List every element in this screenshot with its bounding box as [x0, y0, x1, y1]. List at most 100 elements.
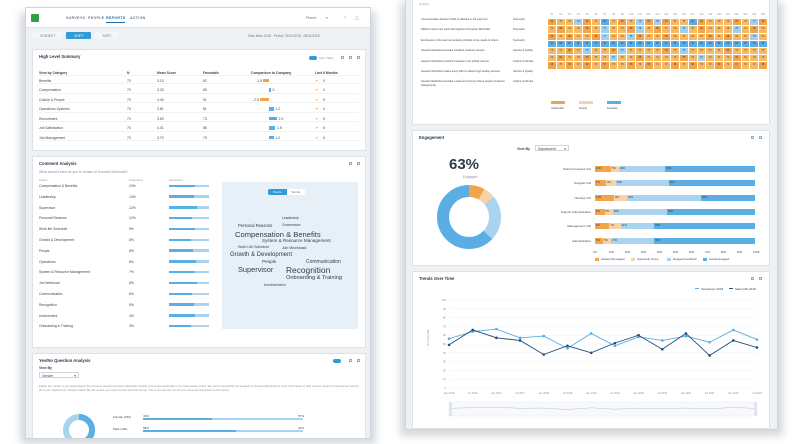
tab-shift[interactable]: SHIFT: [66, 32, 92, 39]
heatmap-cell[interactable]: 70: [555, 61, 566, 70]
cloud-word[interactable]: Supervisor: [238, 265, 274, 274]
heatmap-cell[interactable]: 70: [696, 32, 707, 41]
table-row[interactable]: Culture & People 70 4.40 91 -2.5 ▼ 5: [39, 96, 359, 103]
heatmap-cell[interactable]: 66: [547, 61, 557, 70]
heatmap-cell[interactable]: 76: [678, 25, 689, 34]
heatmap-cell[interactable]: 66: [564, 32, 575, 41]
heatmap-cell[interactable]: 71: [547, 25, 557, 34]
cloud-word[interactable]: System & Resource Management: [262, 238, 331, 243]
heatmap-cell[interactable]: 72: [564, 18, 575, 27]
heatmap-cell[interactable]: 71: [590, 18, 601, 27]
heatmap-cell[interactable]: 66: [670, 61, 680, 70]
data-point[interactable]: [447, 337, 451, 341]
heatmap-cell[interactable]: 73: [617, 25, 628, 34]
heatmap-cell[interactable]: 70: [661, 54, 672, 63]
heatmap-cell[interactable]: 85: [705, 39, 716, 48]
heatmap-cell[interactable]: 73: [590, 54, 601, 63]
heatmap-cell[interactable]: 73: [670, 54, 680, 63]
heatmap-cell[interactable]: 74: [564, 25, 575, 34]
view-toggle[interactable]: [333, 359, 341, 363]
topic-name[interactable]: Compensation & Benefits: [39, 184, 78, 188]
heatmap-cell[interactable]: 70: [608, 25, 619, 34]
heatmap-cell[interactable]: 68: [564, 46, 575, 56]
download-icon[interactable]: [341, 56, 344, 59]
heatmap-cell[interactable]: 69: [714, 61, 724, 70]
heatmap-cell[interactable]: 70: [740, 32, 751, 41]
heatmap-cell[interactable]: 74: [608, 18, 619, 27]
heatmap-cell[interactable]: 70: [617, 54, 628, 63]
topic-name[interactable]: Work life Schedule: [39, 227, 68, 232]
heatmap-cell[interactable]: 74: [643, 46, 654, 56]
heatmap-cell[interactable]: 70: [696, 61, 707, 70]
heatmap-cell[interactable]: 70: [573, 25, 584, 34]
topic-name[interactable]: People: [39, 248, 50, 253]
nav-surveys[interactable]: SURVEYS: [66, 16, 86, 20]
data-point[interactable]: [613, 344, 617, 348]
heatmap-cell[interactable]: 75: [626, 32, 636, 41]
data-point[interactable]: [708, 340, 711, 344]
topic-name[interactable]: Involvement: [39, 313, 58, 318]
heatmap-cell[interactable]: 69: [626, 25, 636, 34]
table-row[interactable]: Recruitment 70 3.69 73 2.0 ▼ 5: [39, 115, 359, 122]
heatmap-cell[interactable]: 71: [687, 46, 698, 56]
col-comparison[interactable]: Comparison to Company: [251, 70, 292, 75]
heatmap-cell[interactable]: 68: [758, 61, 768, 70]
table-row[interactable]: Benefits 70 3.10 62 -1.5 ▼ 0: [39, 77, 359, 84]
heatmap-cell[interactable]: 85: [608, 39, 619, 48]
data-point[interactable]: [518, 336, 522, 340]
heatmap-cell[interactable]: 87: [661, 39, 672, 48]
col-last-months[interactable]: Last 6 Months: [315, 70, 338, 75]
heatmap-cell[interactable]: 74: [722, 54, 733, 63]
topic-name[interactable]: Onboarding & Training: [39, 324, 73, 329]
heatmap-cell[interactable]: 72: [758, 46, 768, 56]
heatmap-cell[interactable]: 69: [547, 32, 557, 41]
heatmap-cell[interactable]: 75: [634, 18, 645, 27]
heatmap-cell[interactable]: 74: [722, 18, 733, 27]
heatmap-cell[interactable]: 70: [652, 46, 663, 56]
topic-name[interactable]: Job Workload: [39, 281, 60, 286]
heatmap-cell[interactable]: 70: [661, 61, 672, 70]
heatmap-cell[interactable]: 85: [749, 39, 760, 48]
col-category[interactable]: View by Category: [39, 70, 68, 75]
heatmap-cell[interactable]: 66: [582, 25, 592, 34]
heatmap-cell[interactable]: 66: [617, 18, 628, 27]
table-row[interactable]: Job Satisfaction 70 4.01 85 1.5 ▼ 6: [39, 125, 359, 132]
heatmap-cell[interactable]: 70: [687, 25, 698, 34]
cloud-word[interactable]: Involvement: [264, 282, 286, 287]
heatmap-cell[interactable]: 72: [573, 46, 584, 56]
topic-name[interactable]: Growth & Development: [39, 238, 75, 242]
data-point[interactable]: [471, 328, 474, 332]
heatmap-cell[interactable]: 86: [722, 39, 733, 48]
heatmap-cell[interactable]: 70: [626, 18, 636, 27]
nav-action[interactable]: ACTION: [130, 16, 146, 20]
heatmap-cell[interactable]: 68: [582, 18, 592, 27]
heatmap-cell[interactable]: 73: [731, 32, 742, 41]
heatmap-cell[interactable]: 75: [634, 25, 645, 34]
heatmap-cell[interactable]: 72: [626, 54, 636, 63]
heatmap-cell[interactable]: 70: [590, 46, 601, 56]
heatmap-cell[interactable]: 72: [573, 61, 584, 70]
heatmap-cell[interactable]: 75: [696, 54, 707, 63]
cloud-word[interactable]: Personal Reasons: [238, 223, 273, 228]
avatar[interactable]: ◯: [355, 16, 360, 20]
heatmap-cell[interactable]: 73: [670, 46, 680, 56]
heatmap-cell[interactable]: 83: [547, 39, 557, 48]
heatmap-cell[interactable]: 72: [749, 61, 760, 70]
heatmap-cell[interactable]: 72: [634, 46, 645, 56]
help-icon[interactable]: ?: [344, 16, 346, 20]
close-icon[interactable]: [357, 359, 360, 362]
heatmap-cell[interactable]: 86: [626, 39, 636, 48]
heatmap-cell[interactable]: 71: [740, 25, 751, 34]
heatmap-cell[interactable]: 69: [582, 61, 592, 70]
heatmap-cell[interactable]: 88: [634, 39, 645, 48]
cloud-word[interactable]: Job Workload: [282, 245, 307, 250]
heatmap-cell[interactable]: 77: [749, 18, 760, 27]
heatmap-cell[interactable]: 70: [617, 61, 628, 70]
data-point[interactable]: [660, 339, 664, 342]
heatmap-cell[interactable]: 68: [564, 61, 575, 70]
user-name[interactable]: Planet: [306, 16, 317, 20]
heatmap-cell[interactable]: 82: [599, 18, 610, 27]
heatmap-cell[interactable]: 72: [714, 25, 724, 34]
data-point[interactable]: [755, 346, 759, 349]
heatmap-cell[interactable]: 70: [749, 46, 760, 56]
